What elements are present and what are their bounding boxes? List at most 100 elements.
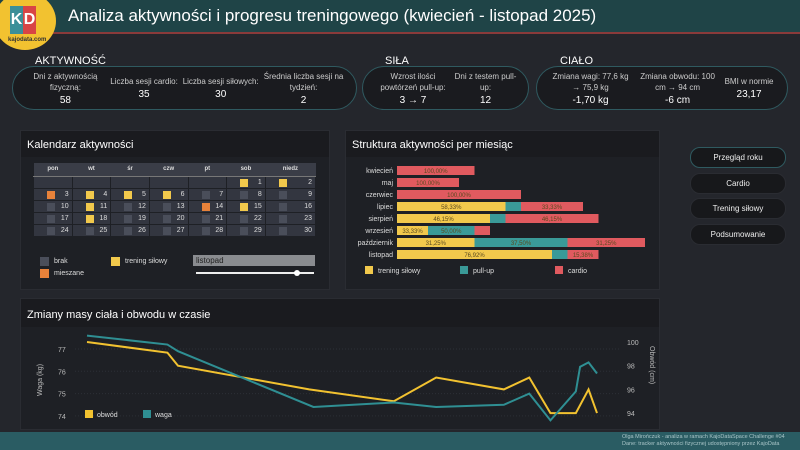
calendar-day[interactable]: 21 xyxy=(187,211,228,225)
calendar-week: 10 11 12 13 14 15 16 xyxy=(33,199,317,213)
y-tick-label: 76 xyxy=(58,369,66,376)
y2-tick-label: 100 xyxy=(627,340,639,347)
bar-segment xyxy=(474,226,490,235)
line-panel: Zmiany masy ciała i obwodu w czasie xyxy=(20,298,660,430)
bar-segment xyxy=(474,238,568,247)
legend-label: brak xyxy=(54,258,68,265)
calendar-day[interactable]: 7 xyxy=(187,187,228,201)
calendar-grid: pon wt śr czw pt sob niedz 1 2 3 4 5 6 7 8 9 10 11 12 13 14 1… xyxy=(33,163,317,237)
calendar-day[interactable]: 4 xyxy=(71,187,112,201)
calendar-day[interactable]: 19 xyxy=(110,211,150,225)
calendar-day[interactable]: 17 xyxy=(33,211,73,225)
calendar-day[interactable]: 30 xyxy=(264,223,317,237)
kpi-label: Dni z aktywnością fizyczną: xyxy=(33,71,98,92)
kpi-pill-aktywnosc: Dni z aktywnością fizyczną: 58 Liczba sesj… xyxy=(12,66,357,110)
calendar-day[interactable]: 24 xyxy=(33,223,73,237)
legend-label: trening siłowy xyxy=(378,268,421,275)
calendar-day[interactable]: 22 xyxy=(226,211,266,225)
calendar-day[interactable]: 27 xyxy=(148,223,189,237)
legend-brak: brak xyxy=(40,257,68,266)
kpi-label: Liczba sesji siłowych: xyxy=(182,77,259,86)
kpi-label: Wzrost ilości powtórzeń pull-up: xyxy=(380,71,446,92)
page-title: Analiza aktywności i progresu treningowe… xyxy=(68,6,597,25)
legend-swatch xyxy=(111,257,120,266)
kpi-cialo-2: BMI w normie 23,17 xyxy=(725,76,774,100)
y2-tick-label: 96 xyxy=(627,387,635,394)
kpi-aktywnosc-3: Średnia liczba sesji na tydzień: 2 xyxy=(264,71,344,106)
calendar-day[interactable]: 6 xyxy=(148,187,189,201)
bar-data-label: 46,15% xyxy=(433,217,454,223)
calendar-empty xyxy=(187,175,228,189)
calendar-day[interactable]: 12 xyxy=(110,199,150,213)
legend-swatch xyxy=(555,266,563,274)
bar-data-label: 46,15% xyxy=(542,217,563,223)
kpi-label: Zmiana wagi: 77,6 kg → 75,9 kg xyxy=(552,71,629,92)
footer-author: Olga Mirończuk - analiza w ramach KajoDa… xyxy=(622,434,785,440)
legend-label: trening siłowy xyxy=(125,258,168,265)
bar-data-label: 100,00% xyxy=(424,169,448,175)
calendar-day[interactable]: 8 xyxy=(226,187,266,201)
calendar-day[interactable]: 23 xyxy=(264,211,317,225)
calendar-day[interactable]: 14 xyxy=(187,199,228,213)
bar-data-label: 58,33% xyxy=(441,205,462,211)
calendar-day[interactable]: 2 xyxy=(264,175,317,189)
bar-category-label: lipiec xyxy=(377,204,393,211)
line-series-obwód xyxy=(86,341,598,415)
kpi-aktywnosc-0: Dni z aktywnością fizyczną: 58 xyxy=(25,71,105,106)
calendar-day[interactable]: 16 xyxy=(264,199,317,213)
line-title: Zmiany masy ciała i obwodu w czasie xyxy=(21,299,659,327)
y-tick-label: 74 xyxy=(58,414,66,421)
calendar-day[interactable]: 3 xyxy=(33,187,73,201)
kpi-aktywnosc-1: Liczba sesji cardio: 35 xyxy=(110,76,178,100)
kpi-label: Liczba sesji cardio: xyxy=(110,77,178,86)
calendar-empty xyxy=(110,175,150,189)
calendar-day[interactable]: 5 xyxy=(110,187,150,201)
bar-segment xyxy=(397,238,475,247)
month-slider[interactable] xyxy=(196,270,314,278)
bar-segment xyxy=(428,226,475,235)
calendar-day[interactable]: 20 xyxy=(148,211,189,225)
bar-segment xyxy=(397,166,475,175)
kpi-value: 23,17 xyxy=(736,89,762,100)
calendar-day[interactable]: 1 xyxy=(226,175,266,189)
bar-data-label: 76,92% xyxy=(464,253,485,259)
month-select[interactable]: listopad xyxy=(193,255,315,266)
bar-data-label: 31,25% xyxy=(426,241,447,247)
kpi-value: 35 xyxy=(138,89,150,100)
calendar-day[interactable]: 13 xyxy=(148,199,189,213)
calendar-title: Kalendarz aktywności xyxy=(21,131,329,157)
bar-segment xyxy=(397,202,506,211)
calendar-empty xyxy=(33,175,73,189)
calendar-day[interactable]: 18 xyxy=(71,211,112,225)
kpi-label: Zmiana obwodu: 100 cm → 94 cm xyxy=(640,71,715,92)
nav-button-0[interactable]: Przegląd roku xyxy=(690,147,786,168)
section-label-sila: SIŁA xyxy=(385,55,409,67)
calendar-day[interactable]: 10 xyxy=(33,199,73,213)
bar-data-label: 50,00% xyxy=(441,229,462,235)
calendar-day[interactable]: 25 xyxy=(71,223,112,237)
legend-label: waga xyxy=(154,412,172,419)
nav-button-1[interactable]: Cardio xyxy=(690,172,786,194)
calendar-day[interactable]: 29 xyxy=(226,223,266,237)
structure-chart: kwiecień 100,00% maj 100,00% czerwiec 100,00%… xyxy=(358,166,645,275)
calendar-day[interactable]: 9 xyxy=(264,187,317,201)
calendar-day[interactable]: 11 xyxy=(71,199,112,213)
bar-data-label: 33,33% xyxy=(402,229,423,235)
calendar-day[interactable]: 28 xyxy=(187,223,228,237)
calendar-empty xyxy=(148,175,189,189)
line-chart: 74 75 76 77 94 96 98 100 Waga (kg) Obwód (cm) obwó… xyxy=(37,334,655,422)
legend-label: obwód xyxy=(97,412,118,419)
calendar-day[interactable]: 26 xyxy=(110,223,150,237)
nav-button-3[interactable]: Podsumowanie xyxy=(690,223,786,245)
kpi-pill-cialo: Zmiana wagi: 77,6 kg → 75,9 kg -1,70 kg Zm… xyxy=(536,66,788,110)
header-bar xyxy=(0,0,800,34)
section-label-cialo: CIAŁO xyxy=(560,55,594,67)
calendar-day[interactable]: 15 xyxy=(226,199,266,213)
legend-swatch xyxy=(85,410,93,418)
nav-button-2[interactable]: Trening siłowy xyxy=(690,198,786,219)
legend-swatch xyxy=(143,410,151,418)
y-tick-label: 77 xyxy=(58,347,66,354)
footer-source: Dane: tracker aktywności fizycznej udost… xyxy=(622,441,780,447)
